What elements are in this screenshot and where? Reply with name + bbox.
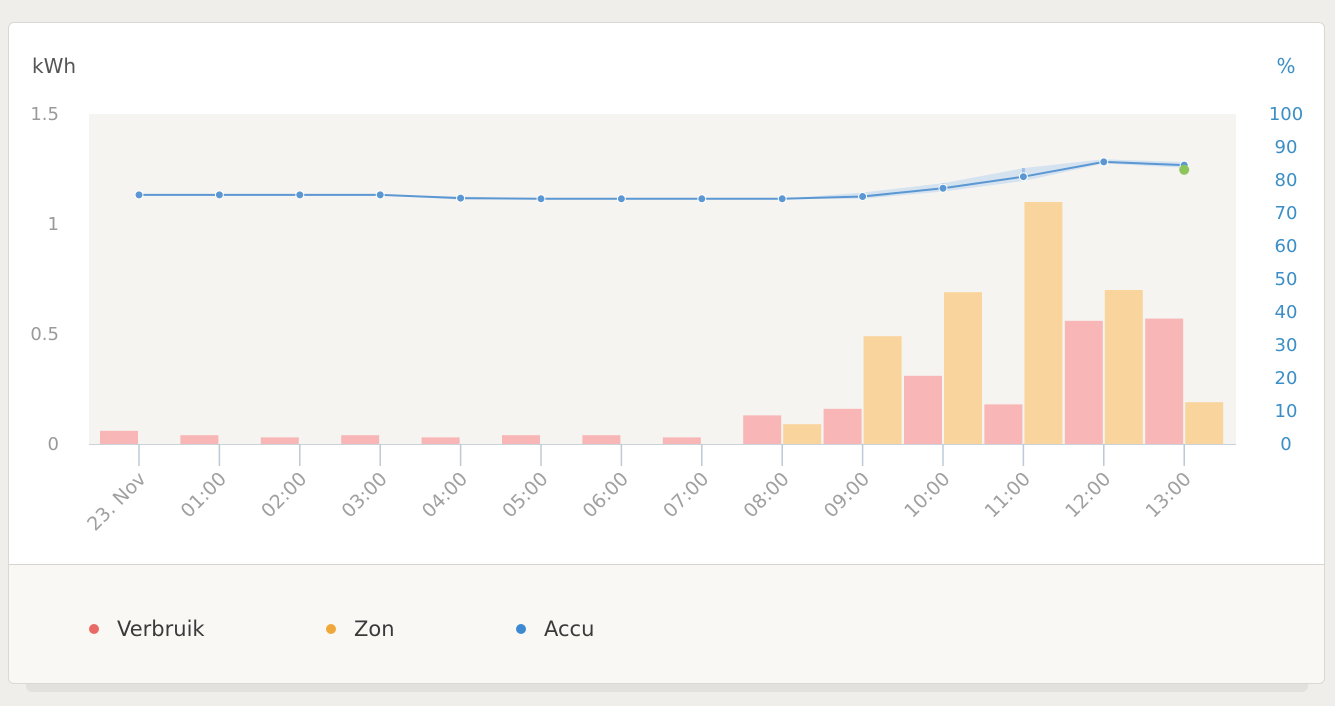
- accu-point-1: [214, 190, 224, 200]
- accu-point-4: [456, 193, 466, 203]
- legend-item-accu[interactable]: Accu: [516, 617, 594, 641]
- bar-verbruik-13: [1145, 318, 1184, 444]
- bar-verbruik-0: [100, 430, 138, 444]
- y-right-tick-1: 10: [1275, 401, 1298, 422]
- y-right-tick-4: 40: [1275, 302, 1298, 323]
- legend-item-zon[interactable]: Zon: [326, 617, 395, 641]
- x-tick-label-5: 05:00: [498, 468, 552, 522]
- x-tick-label-8: 08:00: [739, 468, 793, 522]
- chart-area: kWh% 0 0.5 1 1.5 0 10 20 30 40 50 60 70 80 90 100 23. No…: [9, 23, 1324, 564]
- bar-zon-8: [783, 424, 822, 444]
- legend-label-verbruik: Verbruik: [117, 617, 205, 641]
- bar-verbruik-4: [421, 437, 460, 444]
- x-tick-label-6: 06:00: [579, 468, 633, 522]
- x-tick-label-1: 01:00: [177, 468, 231, 522]
- y-left-tick-3: 1.5: [30, 104, 59, 125]
- y-right-tick-5: 50: [1275, 269, 1298, 290]
- y-left-tick-0: 0: [48, 434, 59, 455]
- bar-zon-12: [1104, 290, 1143, 444]
- accu-point-3: [375, 190, 385, 200]
- y-right-title: %: [1276, 54, 1295, 78]
- legend-label-accu: Accu: [544, 617, 595, 641]
- bar-verbruik-1: [180, 435, 219, 444]
- bar-verbruik-6: [582, 435, 621, 444]
- y-right-tick-8: 80: [1275, 170, 1298, 191]
- bar-zon-9: [863, 336, 902, 444]
- accu-point-2: [295, 190, 305, 200]
- plot-background: [89, 114, 1236, 444]
- accu-line: [139, 160, 1185, 200]
- bar-verbruik-11: [984, 404, 1023, 444]
- y-right-tick-10: 100: [1269, 104, 1303, 125]
- y-right-tick-3: 30: [1275, 335, 1298, 356]
- y-right-tick-6: 60: [1275, 236, 1298, 257]
- legend: Verbruik Zon Accu: [9, 564, 1324, 683]
- x-tick-label-12: 12:00: [1061, 468, 1115, 522]
- x-tick-label-4: 04:00: [418, 468, 472, 522]
- accu-current-marker: [1179, 164, 1190, 175]
- x-tick-label-10: 10:00: [900, 468, 954, 522]
- y-left-tick-1: 0.5: [30, 324, 59, 345]
- x-tick-label-0: 23. Nov: [83, 468, 150, 535]
- y-right-tick-2: 20: [1275, 368, 1298, 389]
- x-tick-label-13: 13:00: [1141, 468, 1195, 522]
- legend-dot-verbruik: [89, 624, 99, 634]
- legend-item-verbruik[interactable]: Verbruik: [89, 617, 205, 641]
- legend-dot-accu: [516, 624, 526, 634]
- card-shadow: [26, 684, 1308, 692]
- accu-point-5: [536, 194, 546, 204]
- accu-point-7: [697, 194, 707, 204]
- accu-point-9: [858, 192, 868, 201]
- accu-point-12: [1099, 157, 1109, 167]
- y-left-tick-2: 1: [48, 214, 59, 235]
- y-left-title: kWh: [32, 54, 76, 78]
- accu-point-6: [616, 194, 626, 204]
- y-right-tick-7: 70: [1275, 203, 1298, 224]
- y-right-tick-0: 0: [1280, 434, 1291, 455]
- x-tick-label-2: 02:00: [257, 468, 311, 522]
- x-tick-label-7: 07:00: [659, 468, 713, 522]
- x-tick-label-9: 09:00: [820, 468, 874, 522]
- bar-verbruik-8: [743, 415, 782, 444]
- bar-verbruik-10: [904, 375, 942, 444]
- bar-verbruik-2: [260, 437, 299, 444]
- bar-zon-13: [1185, 402, 1224, 444]
- bar-verbruik-9: [823, 408, 862, 444]
- bar-zon-10: [944, 292, 982, 444]
- legend-label-zon: Zon: [354, 617, 395, 641]
- bar-verbruik-12: [1064, 320, 1103, 444]
- x-tick-label-11: 11:00: [981, 468, 1035, 522]
- accu-point-0: [134, 190, 144, 200]
- accu-point-8: [777, 194, 787, 204]
- legend-dot-zon: [326, 624, 336, 634]
- accu-point-10: [938, 183, 948, 193]
- bar-verbruik-7: [662, 437, 701, 444]
- bar-verbruik-5: [502, 435, 540, 444]
- bar-verbruik-3: [341, 435, 380, 444]
- chart-card: kWh% 0 0.5 1 1.5 0 10 20 30 40 50 60 70 80 90 100 23. No…: [8, 22, 1325, 684]
- bar-zon-11: [1024, 202, 1063, 444]
- accu-point-11: [1018, 172, 1028, 182]
- x-tick-label-3: 03:00: [337, 468, 391, 522]
- chart-svg: kWh % 0 0.5 1 1.5 0 10 20 30 40 50 60 70 80 90 100 23. No…: [30, 54, 1303, 535]
- y-right-tick-9: 90: [1275, 137, 1298, 158]
